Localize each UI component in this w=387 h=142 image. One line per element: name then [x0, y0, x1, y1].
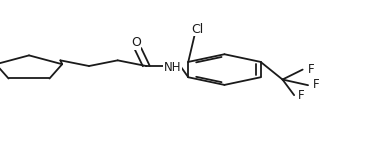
Text: F: F: [308, 63, 315, 76]
Text: F: F: [313, 78, 320, 91]
Text: F: F: [298, 89, 305, 102]
Text: NH: NH: [163, 61, 181, 74]
Text: Cl: Cl: [192, 23, 204, 36]
Text: O: O: [131, 36, 141, 49]
